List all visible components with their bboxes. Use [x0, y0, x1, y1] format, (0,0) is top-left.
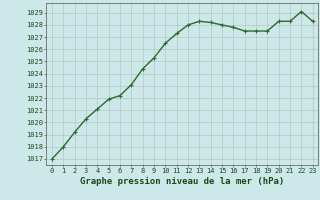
- X-axis label: Graphe pression niveau de la mer (hPa): Graphe pression niveau de la mer (hPa): [80, 177, 284, 186]
